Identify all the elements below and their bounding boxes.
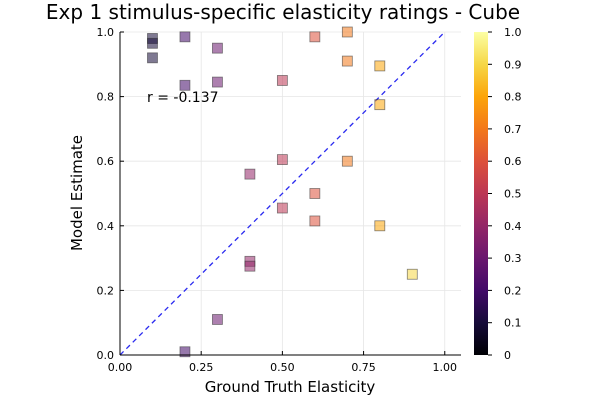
data-point-20 xyxy=(341,155,353,167)
colorbar-tick-label-5: 0.5 xyxy=(504,188,522,201)
data-point-8 xyxy=(212,314,223,325)
y-axis-label: Model Estimate xyxy=(68,135,86,251)
y-axis-ticks: 0.0 0.2 0.4 0.6 0.8 1.0 xyxy=(97,26,124,362)
colorbar-tick-label-1: 0.1 xyxy=(504,317,522,330)
data-point-9 xyxy=(244,168,256,180)
x-tick-label-2: 0.50 xyxy=(270,361,295,374)
data-point-16 xyxy=(309,188,321,199)
x-tick-label-4: 1.00 xyxy=(433,361,458,374)
data-point-11 xyxy=(244,260,256,272)
x-axis-label: Ground Truth Elasticity xyxy=(205,378,376,396)
data-point-24 xyxy=(406,268,418,280)
data-point-3 xyxy=(179,31,191,43)
colorbar-tick-label-0: 0 xyxy=(504,349,511,362)
data-point-15 xyxy=(309,31,321,43)
data-points xyxy=(147,26,418,358)
colorbar-tick-label-2: 0.2 xyxy=(504,284,522,297)
y-tick-label-5: 1.0 xyxy=(97,26,115,39)
colorbar-tick-label-3: 0.3 xyxy=(504,252,522,265)
y-tick-label-4: 0.8 xyxy=(97,91,115,104)
y-tick-label-1: 0.2 xyxy=(97,284,115,297)
y-tick-label-2: 0.4 xyxy=(97,220,115,233)
data-point-21 xyxy=(374,60,386,72)
grid xyxy=(119,31,461,356)
x-tick-label-3: 0.75 xyxy=(351,361,376,374)
data-point-19 xyxy=(341,55,353,67)
colorbar-ticks: 0 0.1 0.2 0.3 0.4 0.5 0.6 0.7 0.8 0.9 1.0 xyxy=(488,26,522,362)
data-point-2 xyxy=(147,52,158,64)
colorbar xyxy=(474,32,488,355)
data-point-14 xyxy=(276,202,288,214)
colorbar-tick-label-10: 1.0 xyxy=(504,26,522,39)
reference-diagonal-line xyxy=(120,32,446,355)
data-point-1 xyxy=(147,37,158,49)
y-tick-label-3: 0.6 xyxy=(97,155,115,168)
data-point-5 xyxy=(179,346,191,358)
x-tick-label-1: 0.25 xyxy=(189,361,214,374)
data-point-4 xyxy=(179,79,191,91)
colorbar-tick-label-8: 0.8 xyxy=(504,91,522,104)
colorbar-tick-label-6: 0.6 xyxy=(504,155,522,168)
data-point-12 xyxy=(276,75,288,86)
data-point-22 xyxy=(374,99,386,111)
chart-title: Exp 1 stimulus-specific elasticity ratin… xyxy=(46,0,520,24)
y-tick-label-0: 0.0 xyxy=(97,349,115,362)
x-axis-ticks: 0.00 0.25 0.50 0.75 1.00 xyxy=(108,351,457,374)
x-tick-label-0: 0.00 xyxy=(108,361,133,374)
data-point-7 xyxy=(212,76,223,88)
data-point-6 xyxy=(212,42,223,54)
correlation-annotation: r = -0.137 xyxy=(147,90,219,106)
colorbar-tick-label-7: 0.7 xyxy=(504,123,522,136)
data-point-23 xyxy=(374,220,386,232)
data-point-13 xyxy=(276,154,288,165)
colorbar-tick-label-9: 0.9 xyxy=(504,58,522,71)
data-point-17 xyxy=(309,215,321,227)
data-point-18 xyxy=(341,26,353,38)
colorbar-tick-label-4: 0.4 xyxy=(504,220,522,233)
